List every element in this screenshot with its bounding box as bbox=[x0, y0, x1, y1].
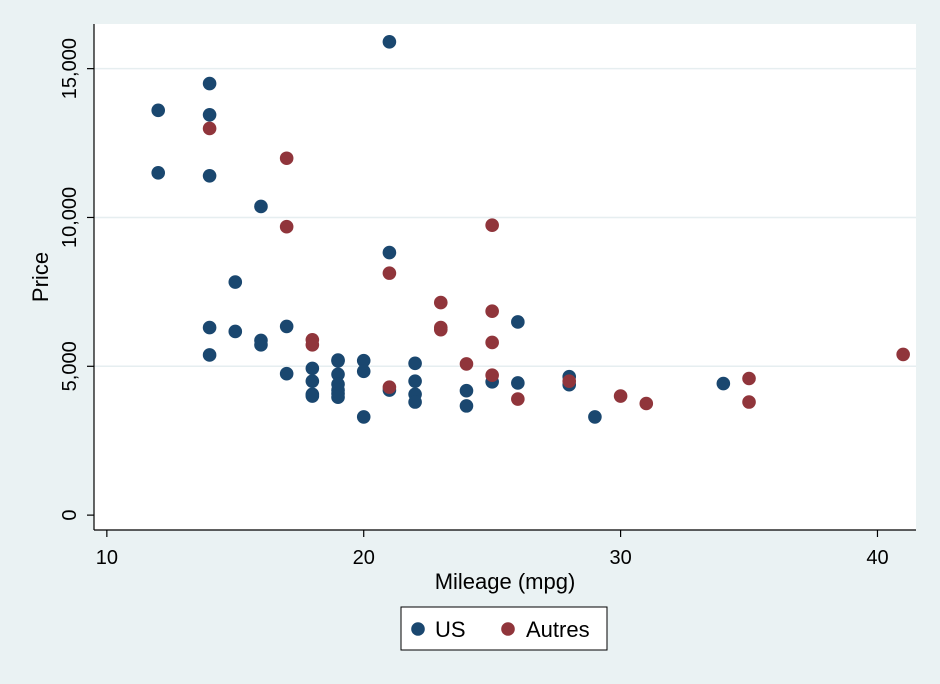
point-us-3 bbox=[202, 107, 217, 122]
point-autres-16 bbox=[562, 374, 577, 388]
point-us-26 bbox=[356, 364, 371, 379]
x-axis-ticks: 10 20 30 40 bbox=[96, 530, 889, 569]
point-autres-0 bbox=[202, 121, 217, 136]
point-us-36 bbox=[459, 399, 474, 413]
data-points bbox=[151, 35, 910, 424]
point-us-1 bbox=[151, 166, 166, 180]
point-us-8 bbox=[228, 324, 243, 339]
point-us-11 bbox=[254, 338, 268, 352]
y-axis-title: Price bbox=[28, 252, 53, 302]
point-us-32 bbox=[408, 374, 422, 388]
y-axis-ticks: 0 5,000 10,000 15,000 bbox=[59, 38, 94, 521]
point-autres-18 bbox=[639, 396, 654, 411]
x-axis-title: Mileage (mpg) bbox=[435, 569, 576, 594]
point-us-25 bbox=[356, 353, 371, 368]
legend-marker-autres bbox=[501, 622, 515, 636]
point-us-4 bbox=[202, 169, 217, 183]
x-tick-label-3: 40 bbox=[866, 547, 888, 569]
point-us-2 bbox=[202, 76, 217, 91]
point-us-39 bbox=[511, 376, 525, 390]
point-us-14 bbox=[305, 361, 320, 376]
point-us-15 bbox=[305, 374, 320, 388]
point-autres-1 bbox=[279, 151, 294, 166]
y-tick-label-3: 15,000 bbox=[59, 38, 81, 99]
point-autres-19 bbox=[742, 371, 756, 386]
point-autres-12 bbox=[485, 304, 499, 319]
point-us-35 bbox=[459, 383, 474, 398]
point-us-34 bbox=[408, 395, 422, 409]
legend-label-us: US bbox=[435, 617, 466, 642]
point-us-6 bbox=[202, 348, 217, 362]
point-us-24 bbox=[331, 390, 345, 405]
point-us-19 bbox=[331, 354, 345, 368]
point-us-43 bbox=[716, 376, 731, 391]
point-us-7 bbox=[228, 275, 243, 289]
y-tick-label-1: 5,000 bbox=[59, 341, 81, 391]
point-us-0 bbox=[151, 103, 166, 118]
point-autres-11 bbox=[485, 218, 499, 233]
point-us-28 bbox=[382, 35, 397, 49]
point-autres-17 bbox=[613, 389, 628, 403]
point-us-12 bbox=[279, 319, 294, 334]
point-autres-15 bbox=[511, 392, 525, 406]
point-us-20 bbox=[331, 367, 345, 382]
point-us-38 bbox=[511, 315, 525, 329]
y-tick-label-2: 10,000 bbox=[59, 187, 81, 248]
point-autres-14 bbox=[485, 368, 499, 383]
x-tick-label-2: 30 bbox=[609, 547, 631, 569]
y-tick-label-0: 0 bbox=[59, 510, 81, 521]
legend-label-autres: Autres bbox=[526, 617, 590, 642]
point-us-17 bbox=[305, 389, 320, 403]
point-autres-7 bbox=[433, 295, 448, 310]
legend-marker-us bbox=[411, 622, 425, 636]
point-us-27 bbox=[356, 410, 371, 424]
point-autres-4 bbox=[305, 338, 320, 352]
grid-lines bbox=[94, 67, 916, 368]
point-autres-6 bbox=[382, 380, 397, 394]
legend: US Autres bbox=[400, 606, 608, 651]
x-tick-label-0: 10 bbox=[96, 547, 118, 569]
point-us-31 bbox=[408, 356, 422, 371]
point-autres-9 bbox=[433, 322, 448, 337]
point-us-13 bbox=[279, 366, 294, 381]
point-us-42 bbox=[588, 410, 602, 424]
x-tick-label-1: 20 bbox=[353, 547, 375, 569]
point-autres-10 bbox=[459, 357, 474, 371]
point-autres-5 bbox=[382, 266, 397, 280]
point-us-29 bbox=[382, 245, 397, 260]
point-autres-21 bbox=[896, 347, 910, 362]
point-autres-2 bbox=[279, 219, 294, 234]
point-us-9 bbox=[254, 199, 268, 214]
point-autres-13 bbox=[485, 335, 499, 350]
plot-background bbox=[94, 24, 916, 530]
point-us-5 bbox=[202, 320, 217, 335]
point-autres-20 bbox=[742, 395, 756, 409]
